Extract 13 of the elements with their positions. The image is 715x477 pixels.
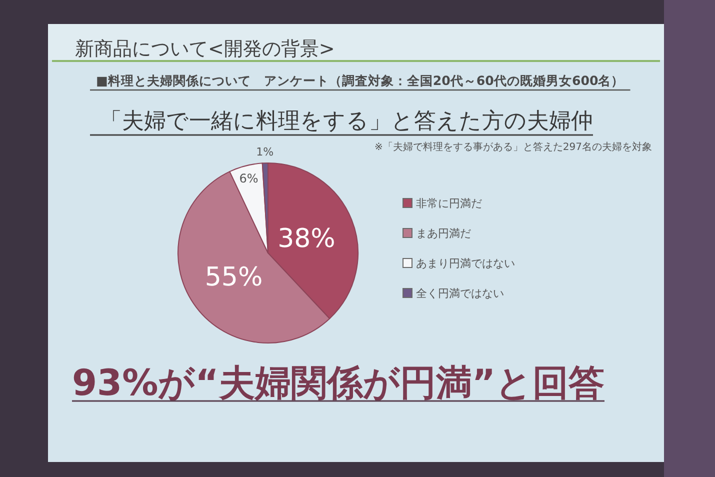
data-label: 1% — [256, 145, 274, 158]
text: 93%が“夫婦関係が円満”と回答 — [72, 363, 604, 404]
legend-label: あまり円満ではない — [416, 257, 515, 270]
legend-label: 非常に円満だ — [416, 197, 482, 210]
data-label: 38% — [278, 224, 336, 254]
legend-label: 全く円満ではない — [416, 287, 504, 300]
chart-subtitle: ■料理と夫婦関係について アンケート（調査対象：全国20代～60代の既婚男女600名） — [96, 73, 624, 88]
text: 新商品について<開発の背景> — [75, 38, 335, 60]
data-label: 6% — [239, 171, 258, 186]
legend-label: まあ円満だ — [416, 227, 471, 240]
data-label: 55% — [204, 262, 263, 293]
chart-title: 「夫婦で一緒に料理をする」と答えた方の夫婦仲 — [100, 109, 593, 134]
text: ※「夫婦で料理をする事がある」と答えた297名の夫婦を対象 — [374, 141, 652, 153]
